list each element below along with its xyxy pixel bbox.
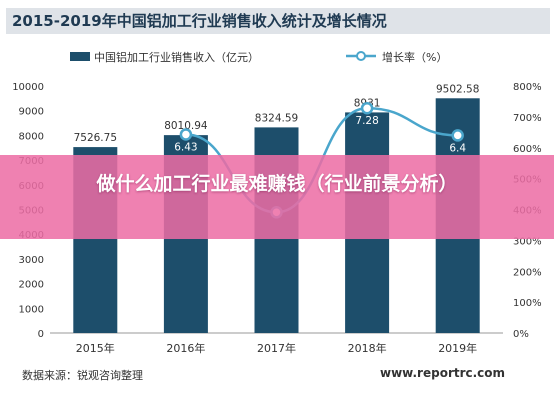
article-title-banner: 做什么加工行业最难赚钱（行业前景分析） — [0, 155, 554, 239]
x-tick-label: 2018年 — [348, 341, 387, 355]
growth-value-label: 6.43 — [174, 141, 197, 153]
legend-line-label: 增长率（%） — [382, 50, 447, 64]
y-tick-label: 3000 — [19, 255, 44, 266]
y2-tick-label: 300% — [513, 236, 542, 247]
growth-point — [360, 101, 374, 115]
x-tick-label: 2015年 — [76, 341, 115, 355]
y2-tick-label: 800% — [513, 82, 542, 93]
y2-tick-label: 700% — [513, 113, 542, 124]
bar-value-label: 9502.58 — [436, 83, 479, 95]
y-tick-label: 8000 — [19, 131, 44, 142]
source-note: 数据来源：锐观咨询整理 — [22, 369, 143, 382]
y-tick-label: 9000 — [19, 107, 44, 118]
y-tick-label: 1000 — [19, 304, 44, 315]
bar-value-label: 7526.75 — [74, 132, 117, 144]
x-tick-label: 2017年 — [257, 341, 296, 355]
legend-bar-label: 中国铝加工行业销售收入（亿元） — [94, 50, 259, 64]
growth-value-label: 6.4 — [449, 142, 466, 154]
y2-tick-label: 600% — [513, 144, 542, 155]
growth-point — [451, 129, 464, 142]
y-tick-label: 10000 — [12, 82, 44, 93]
y2-tick-label: 200% — [513, 267, 542, 278]
growth-point — [179, 128, 193, 141]
bar-value-label: 8324.59 — [255, 112, 298, 124]
y2-tick-label: 100% — [513, 298, 542, 309]
legend-bar-swatch — [70, 52, 90, 61]
bar-value-label: 8010.94 — [164, 120, 208, 132]
x-tick-label: 2016年 — [166, 341, 205, 355]
chart-title: 2015-2019年中国铝加工行业销售收入统计及增长情况 — [6, 8, 550, 34]
x-tick-label: 2019年 — [438, 341, 477, 355]
y2-tick-label: 0% — [513, 329, 529, 340]
y-tick-label: 2000 — [19, 280, 44, 291]
website-url: www.reportrc.com — [380, 366, 506, 380]
y-tick-label: 0 — [38, 329, 44, 340]
legend-line-marker — [356, 51, 366, 61]
article-title: 做什么加工行业最难赚钱（行业前景分析） — [96, 173, 458, 195]
growth-value-label: 7.28 — [355, 115, 378, 127]
